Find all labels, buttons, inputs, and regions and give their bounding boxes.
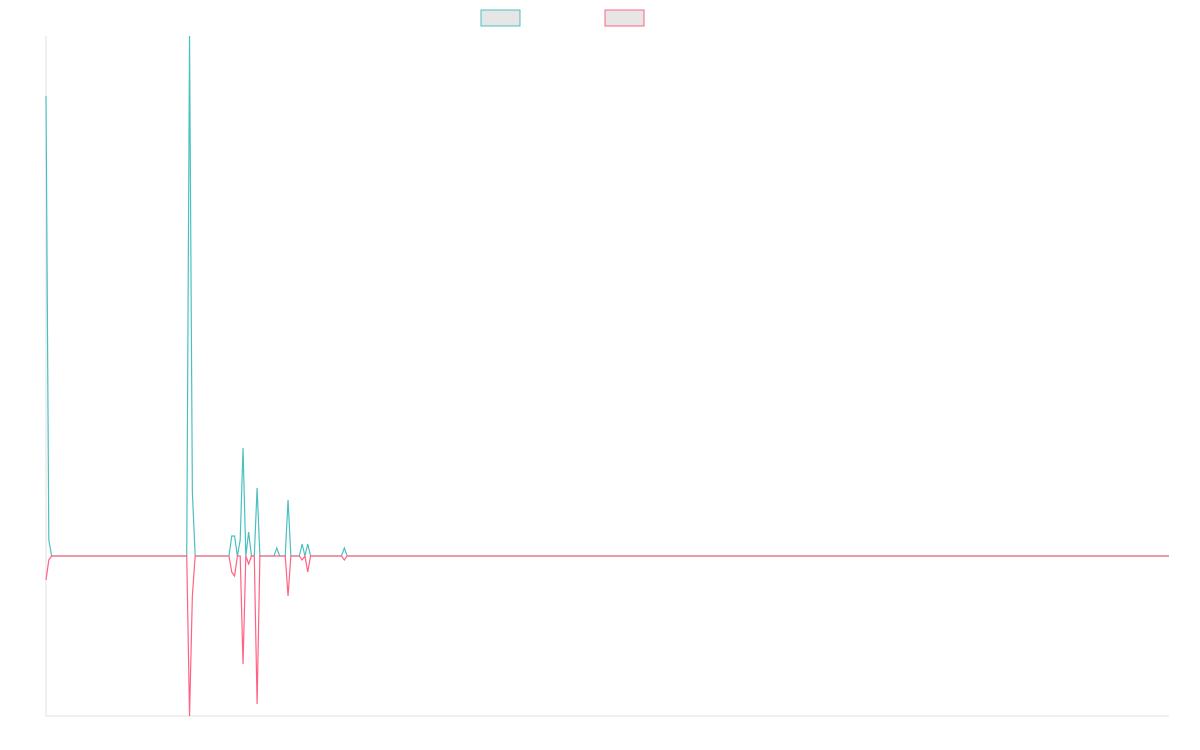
legend — [480, 9, 645, 27]
series-1-line — [45, 35, 1169, 557]
legend-swatch-series-1[interactable] — [480, 9, 521, 27]
series-layer — [45, 35, 1169, 717]
series-2-line — [45, 554, 1169, 717]
legend-swatch-series-2[interactable] — [604, 9, 645, 27]
